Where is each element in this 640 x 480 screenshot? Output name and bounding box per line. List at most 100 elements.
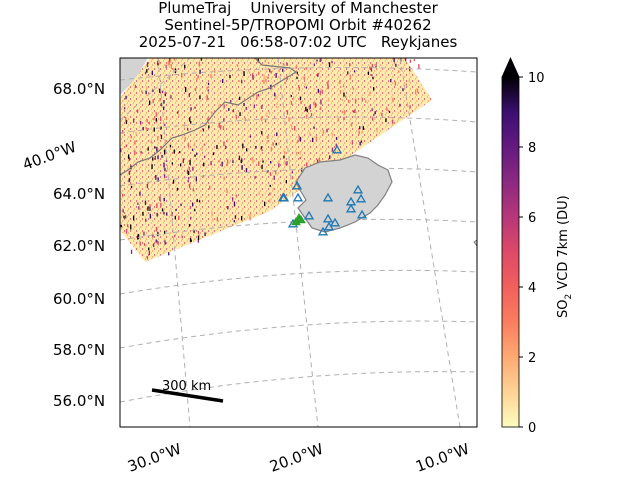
so2-pixel (128, 170, 131, 175)
so2-pixel (218, 123, 220, 128)
so2-pixel (239, 112, 241, 116)
so2-pixel (178, 114, 180, 117)
so2-pixel (170, 95, 172, 99)
so2-pixel (157, 61, 159, 66)
volcano-icon (317, 226, 329, 236)
lon-label-30w: 30.0°W (125, 440, 184, 476)
volcano-icon (303, 210, 315, 220)
volcano-icon (322, 192, 334, 202)
so2-pixel (255, 145, 257, 149)
so2-pixel (155, 174, 157, 180)
so2-pixel (252, 75, 254, 80)
so2-pixel (291, 176, 294, 180)
so2-pixel (269, 68, 271, 73)
so2-pixel (376, 127, 378, 133)
so2-pixel (269, 198, 271, 203)
so2-pixel (335, 143, 337, 147)
so2-pixel (284, 161, 286, 166)
so2-pixel (413, 59, 415, 62)
so2-pixel (133, 118, 135, 123)
so2-pixel (291, 171, 293, 174)
so2-pixel (166, 116, 168, 120)
so2-pixel (270, 70, 272, 74)
so2-pixel (226, 162, 228, 167)
so2-pixel (245, 106, 247, 111)
so2-pixel (370, 67, 373, 72)
so2-pixel (275, 105, 278, 108)
iceland-land (295, 154, 393, 233)
so2-pixel (342, 111, 344, 114)
so2-pixel (188, 166, 190, 171)
so2-pixel (243, 103, 245, 106)
so2-pixel (169, 58, 171, 63)
so2-pixel (261, 149, 263, 152)
lon-label-20w: 20.0°W (267, 440, 326, 476)
so2-pixel (390, 79, 392, 83)
so2-pixel (264, 201, 266, 207)
so2-pixel (399, 103, 401, 107)
so2-pixel (163, 162, 165, 168)
so2-pixel (161, 208, 164, 212)
so2-pixel (130, 224, 132, 230)
so2-pixel (189, 237, 192, 242)
so2-pixel (157, 177, 159, 182)
so2-pixel (235, 194, 237, 198)
so2-pixel (170, 64, 172, 69)
so2-pixel (229, 74, 231, 79)
so2-pixel (147, 206, 149, 211)
so2-pixel (258, 191, 260, 196)
so2-pixel (194, 154, 196, 157)
volcano-icon (329, 217, 341, 227)
so2-pixel (161, 90, 164, 94)
so2-pixel (152, 89, 154, 92)
so2-pixel (210, 161, 212, 166)
so2-pixel (312, 137, 314, 143)
so2-pixel (156, 203, 158, 209)
so2-pixel (284, 151, 286, 154)
so2-pixel (198, 200, 201, 203)
so2-pixel (331, 147, 334, 152)
so2-pixel (282, 62, 285, 66)
scale-bar (151, 388, 224, 403)
so2-pixel (163, 106, 165, 111)
colorbar-label-main: SO (556, 300, 571, 318)
so2-pixel (241, 216, 243, 221)
so2-pixel (183, 124, 185, 128)
so2-pixel (415, 89, 417, 95)
so2-pixel (152, 157, 154, 161)
so2-pixel (326, 128, 328, 133)
so2-pixel (207, 82, 210, 86)
so2-pixel (168, 60, 170, 65)
so2-pixel (249, 215, 251, 221)
so2-pixel (334, 149, 337, 153)
so2-pixel (199, 69, 201, 74)
so2-pixel (267, 76, 269, 79)
so2-pixel (300, 100, 302, 105)
so2-pixel (328, 62, 331, 67)
so2-pixel (373, 87, 375, 91)
so2-pixel (172, 179, 175, 184)
so2-pixel (374, 111, 376, 115)
so2-pixel (233, 201, 236, 207)
so2-pixel (262, 160, 264, 163)
so2-pixel (193, 230, 195, 233)
so2-pixel (196, 77, 198, 80)
so2-pixel (194, 106, 196, 109)
so2-pixel (164, 123, 166, 127)
so2-pixel (354, 98, 357, 104)
so2-pixel (239, 96, 241, 100)
so2-pixel (345, 95, 347, 98)
so2-pixel (206, 86, 208, 89)
so2-pixel (174, 215, 176, 220)
so2-pixel (371, 63, 373, 67)
so2-pixel (270, 161, 272, 164)
so2-pixel (267, 135, 269, 139)
lon-label-40w: 40.0°W (20, 138, 79, 174)
so2-pixel (197, 230, 200, 235)
so2-pixel (270, 146, 272, 152)
so2-pixel (160, 102, 163, 107)
so2-pixel (232, 160, 234, 163)
so2-pixel (200, 129, 202, 133)
so2-pixel (322, 130, 325, 134)
